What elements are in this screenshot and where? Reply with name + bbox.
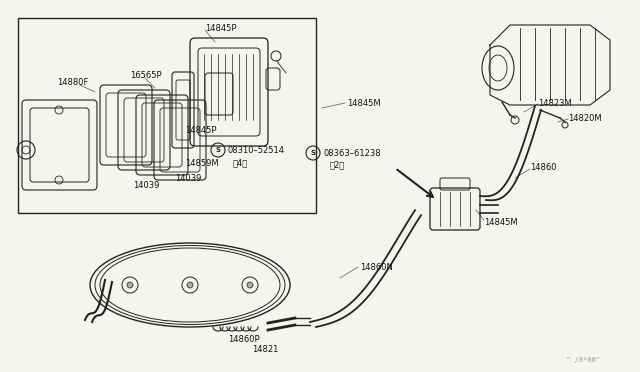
Text: 14845M: 14845M	[347, 99, 381, 108]
Text: S: S	[310, 150, 316, 156]
Text: 14039: 14039	[133, 180, 159, 189]
Text: 14845P: 14845P	[205, 23, 237, 32]
Text: 14860N: 14860N	[360, 263, 393, 273]
Text: 14823M: 14823M	[538, 99, 572, 108]
Text: 14860: 14860	[530, 163, 557, 171]
Text: 14845P: 14845P	[185, 125, 216, 135]
Circle shape	[247, 282, 253, 288]
Circle shape	[187, 282, 193, 288]
Text: 08310–52514: 08310–52514	[227, 145, 284, 154]
Text: 14820M: 14820M	[568, 113, 602, 122]
Text: （2）: （2）	[330, 160, 345, 170]
Text: 14821: 14821	[252, 346, 278, 355]
Text: 14860P: 14860P	[228, 336, 260, 344]
Text: 14039: 14039	[175, 173, 202, 183]
Text: 14880F: 14880F	[57, 77, 88, 87]
Text: （4）: （4）	[233, 158, 248, 167]
Text: 16565P: 16565P	[130, 71, 162, 80]
Text: 14845M: 14845M	[484, 218, 518, 227]
Text: S: S	[216, 147, 221, 153]
Polygon shape	[490, 25, 610, 105]
Text: 14859M: 14859M	[185, 158, 219, 167]
Bar	[18, 18, 316, 213]
Text: 08363–61238: 08363–61238	[323, 148, 381, 157]
Text: ^ /8*00^: ^ /8*00^	[566, 357, 600, 363]
Circle shape	[127, 282, 133, 288]
Circle shape	[271, 51, 281, 61]
